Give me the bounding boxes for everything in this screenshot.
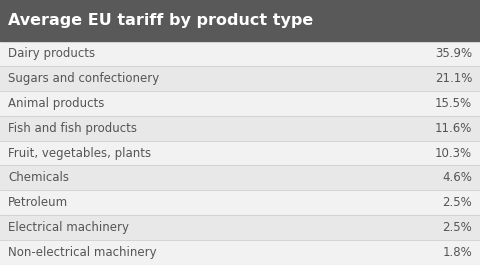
Text: Fish and fish products: Fish and fish products [8, 122, 137, 135]
Bar [0, 0, 480, 41]
Text: 15.5%: 15.5% [435, 97, 472, 110]
Bar [0, 215, 480, 240]
Bar [0, 116, 480, 141]
Text: 4.6%: 4.6% [442, 171, 472, 184]
Bar [0, 240, 480, 265]
Bar [0, 190, 480, 215]
Bar [0, 165, 480, 190]
Text: Dairy products: Dairy products [8, 47, 95, 60]
Bar [0, 66, 480, 91]
Text: Average EU tariff by product type: Average EU tariff by product type [8, 13, 313, 28]
Text: Petroleum: Petroleum [8, 196, 68, 209]
Bar [0, 91, 480, 116]
Text: 1.8%: 1.8% [442, 246, 472, 259]
Text: 21.1%: 21.1% [434, 72, 472, 85]
Text: Electrical machinery: Electrical machinery [8, 221, 129, 234]
Text: 2.5%: 2.5% [442, 196, 472, 209]
Text: Animal products: Animal products [8, 97, 104, 110]
Text: Non-electrical machinery: Non-electrical machinery [8, 246, 156, 259]
Text: 10.3%: 10.3% [435, 147, 472, 160]
Bar [0, 41, 480, 66]
Text: Fruit, vegetables, plants: Fruit, vegetables, plants [8, 147, 151, 160]
Text: 11.6%: 11.6% [434, 122, 472, 135]
Text: Chemicals: Chemicals [8, 171, 69, 184]
Bar [0, 141, 480, 165]
Text: 2.5%: 2.5% [442, 221, 472, 234]
Text: Sugars and confectionery: Sugars and confectionery [8, 72, 159, 85]
Text: 35.9%: 35.9% [435, 47, 472, 60]
